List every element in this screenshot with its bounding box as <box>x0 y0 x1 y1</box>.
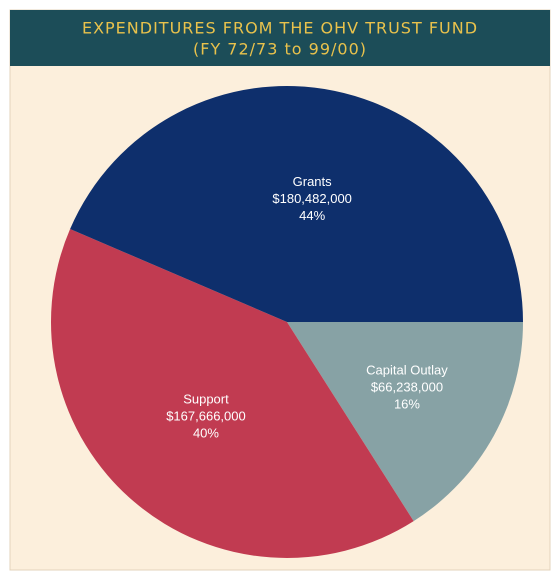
chart-title: EXPENDITURES FROM THE OHV TRUST FUND <box>82 19 478 38</box>
slice-labels: Capital Outlay $66,238,000 16% Support $167,… <box>166 174 448 441</box>
pie <box>50 86 523 558</box>
slice-name: Support <box>183 392 229 407</box>
slice-value-label: $167,666,000 <box>166 409 246 424</box>
pie-slice <box>70 86 523 322</box>
slice-percent-label: 44% <box>299 208 325 223</box>
slice-percent-label: 40% <box>193 426 219 441</box>
slice-value-label: $66,238,000 <box>371 379 443 394</box>
pie-slice <box>50 229 414 558</box>
slice-name: Capital Outlay <box>366 362 448 377</box>
chart-subtitle: (FY 72/73 to 99/00) <box>193 40 367 59</box>
header-band <box>10 10 550 66</box>
slice-value-label: $180,482,000 <box>272 191 352 206</box>
slice-percent-label: 16% <box>394 396 420 411</box>
slice-name: Grants <box>293 174 333 189</box>
pie-slice <box>287 322 523 522</box>
